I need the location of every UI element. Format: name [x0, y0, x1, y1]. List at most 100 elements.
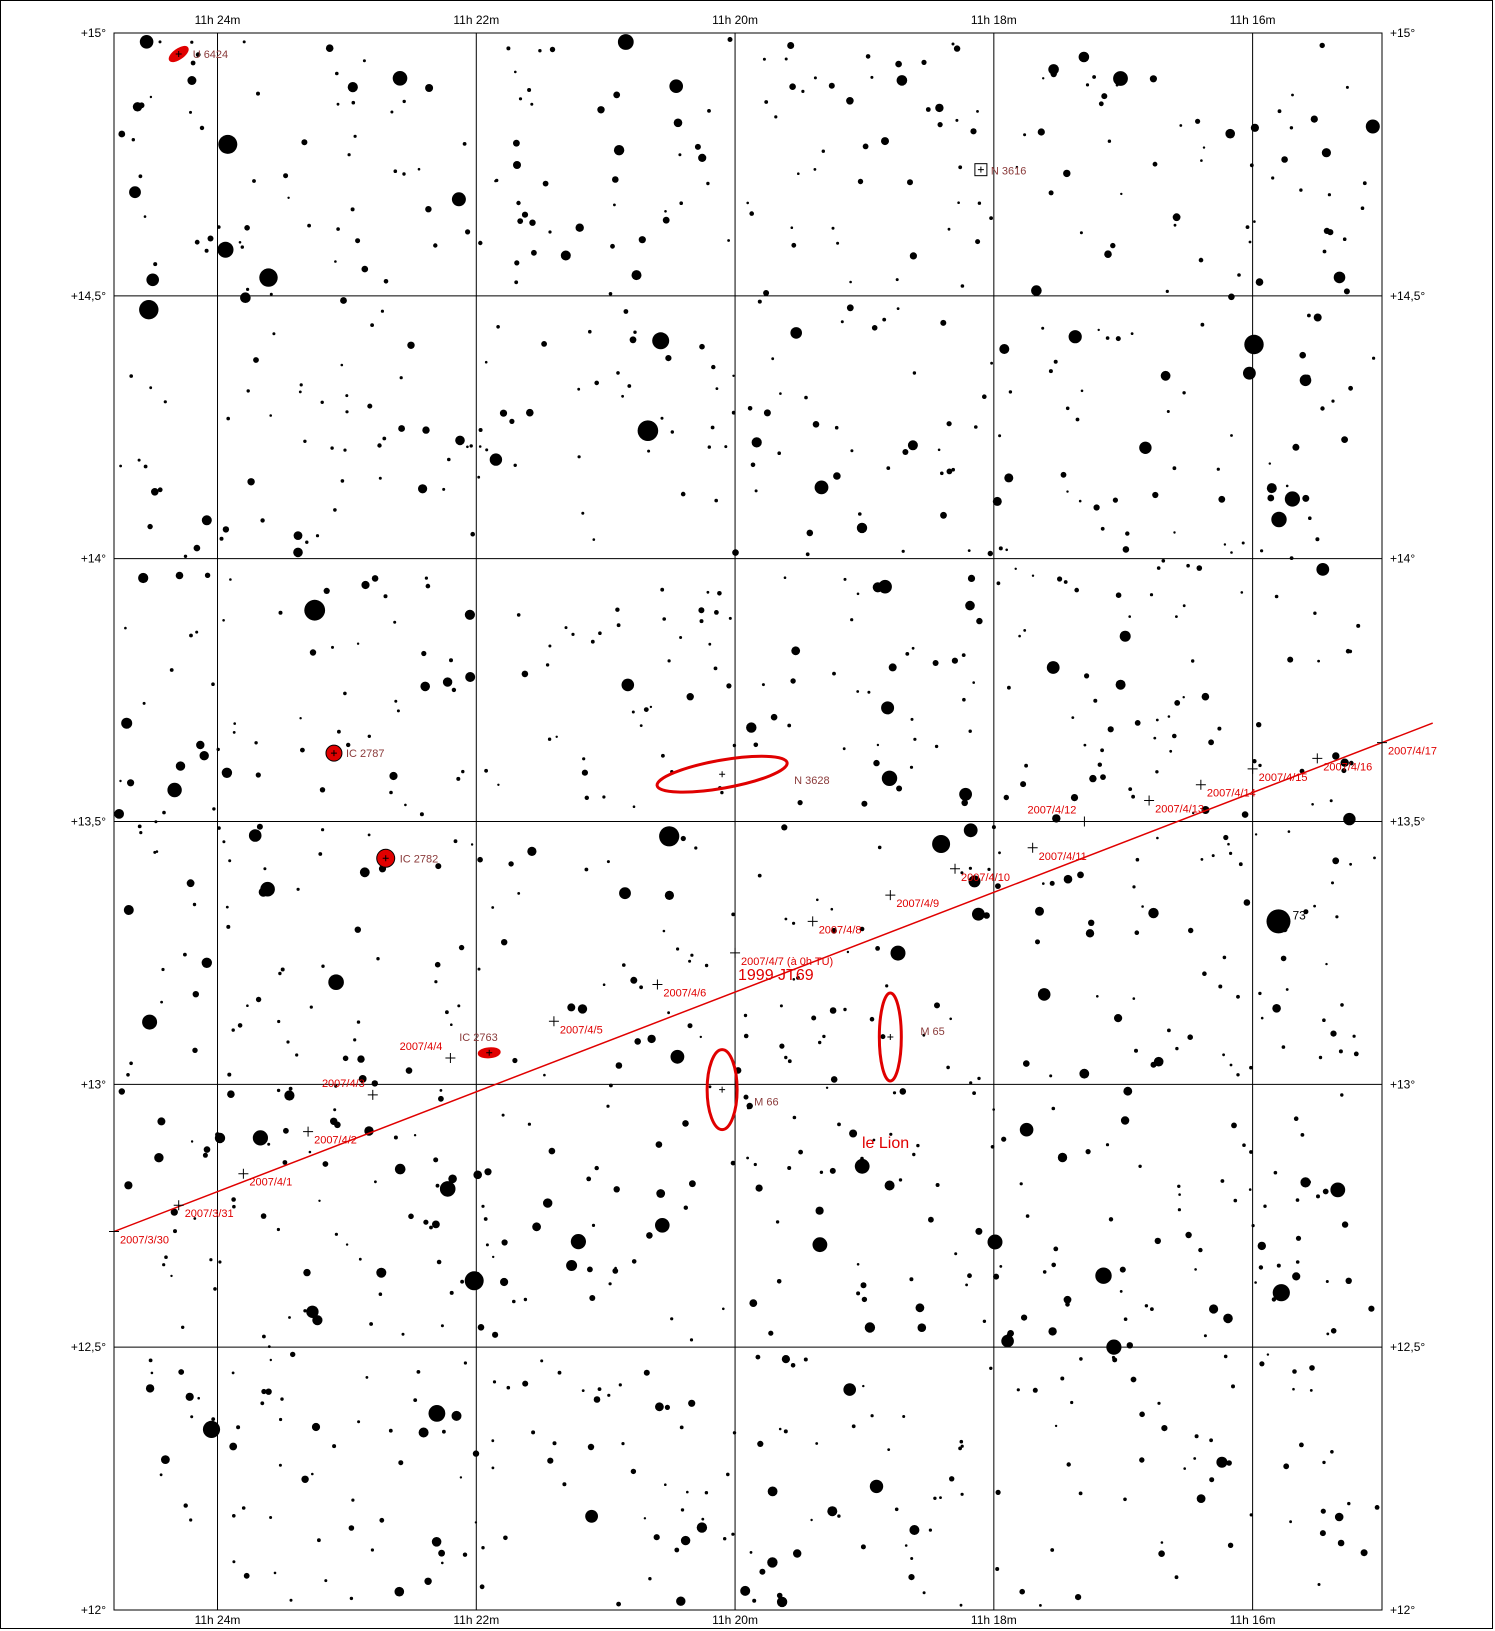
- star: [1063, 1295, 1072, 1304]
- star: [1075, 1594, 1082, 1601]
- star: [1292, 1272, 1301, 1281]
- track-date-label: 2007/4/15: [1259, 772, 1308, 784]
- star: [843, 577, 847, 581]
- star: [1284, 491, 1300, 507]
- star: [1202, 146, 1206, 149]
- star: [404, 803, 407, 807]
- star: [1323, 227, 1330, 234]
- star: [946, 468, 953, 475]
- star: [1128, 787, 1133, 791]
- star: [730, 1160, 736, 1166]
- galaxy-marker: [974, 163, 988, 177]
- star: [149, 95, 153, 99]
- star: [1244, 334, 1264, 355]
- star: [1287, 830, 1291, 833]
- star: [1223, 1313, 1233, 1324]
- star: [1157, 1401, 1161, 1405]
- star: [1283, 1463, 1290, 1470]
- star: [1104, 250, 1112, 258]
- star: [793, 1549, 802, 1558]
- star: [383, 279, 389, 284]
- star: [240, 292, 251, 304]
- track-date-label: 2007/4/7 (à 0h TU): [741, 956, 833, 968]
- star: [680, 1508, 685, 1512]
- star: [451, 192, 466, 207]
- star: [958, 165, 963, 170]
- star: [975, 239, 981, 245]
- star: [960, 1492, 964, 1496]
- star: [119, 464, 122, 468]
- dec-label-left: +13°: [81, 1077, 106, 1091]
- star: [860, 1156, 864, 1161]
- star: [856, 522, 868, 534]
- star: [201, 957, 212, 968]
- star: [194, 239, 200, 245]
- dec-label-right: +14°: [1390, 552, 1415, 566]
- star: [1049, 1074, 1053, 1078]
- star: [679, 201, 683, 205]
- dec-label-right: +13,5°: [1390, 815, 1425, 829]
- star: [1156, 836, 1159, 840]
- track-tick: [1312, 753, 1323, 764]
- star: [143, 215, 147, 218]
- star: [959, 1439, 964, 1444]
- star: [1341, 768, 1347, 774]
- star: [790, 678, 796, 684]
- star: [491, 1466, 495, 1470]
- star: [647, 449, 651, 453]
- star: [527, 1122, 532, 1126]
- star: [1085, 929, 1095, 938]
- star: [1005, 548, 1008, 552]
- star: [538, 49, 542, 53]
- star: [1322, 1460, 1326, 1465]
- star: [1292, 1369, 1297, 1374]
- star: [319, 787, 326, 793]
- star: [1349, 760, 1354, 766]
- star: [1134, 720, 1141, 726]
- star: [1273, 1170, 1278, 1175]
- star: [1101, 93, 1108, 100]
- star: [1175, 615, 1178, 618]
- star: [1330, 1328, 1337, 1334]
- star: [1070, 1400, 1074, 1405]
- star: [1360, 1549, 1368, 1557]
- galaxy-center-cross: [382, 855, 389, 862]
- star: [370, 1548, 374, 1552]
- star: [1084, 673, 1090, 679]
- star: [608, 292, 613, 296]
- star: [587, 1266, 593, 1273]
- star: [819, 1170, 824, 1175]
- star: [1113, 71, 1128, 86]
- star: [955, 118, 959, 122]
- star: [190, 60, 196, 66]
- star: [639, 724, 643, 727]
- star: [1258, 991, 1262, 996]
- star: [217, 826, 221, 830]
- star: [787, 42, 795, 49]
- galaxy-label: IC 2763: [459, 1032, 498, 1044]
- star: [910, 1557, 914, 1560]
- star: [967, 574, 976, 583]
- star: [492, 1331, 499, 1338]
- star: [518, 97, 523, 101]
- star: [1115, 83, 1119, 87]
- star: [521, 211, 529, 218]
- star: [1223, 543, 1227, 546]
- star: [1353, 1051, 1359, 1057]
- star: [867, 690, 871, 694]
- star: [470, 531, 476, 537]
- track-tick: [173, 1200, 184, 1211]
- star: [581, 511, 585, 515]
- star: [892, 1091, 897, 1095]
- star: [286, 1040, 290, 1044]
- star: [1226, 1460, 1232, 1466]
- star: [402, 99, 406, 104]
- star: [305, 540, 309, 544]
- star: [655, 1218, 670, 1233]
- star: [425, 84, 434, 92]
- star: [872, 1138, 876, 1142]
- star: [347, 82, 358, 93]
- star: [324, 1579, 328, 1583]
- star: [531, 1430, 536, 1435]
- star: [451, 687, 457, 693]
